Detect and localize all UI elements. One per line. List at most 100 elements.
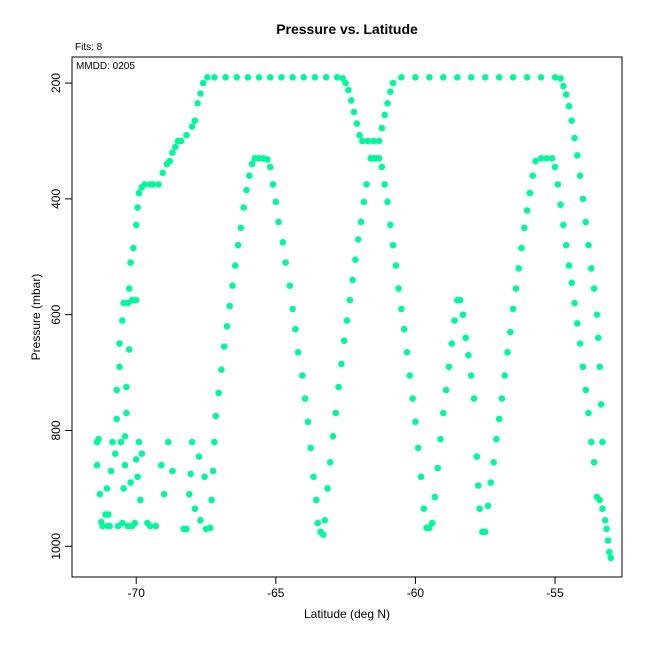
data-point — [123, 383, 130, 391]
data-point — [130, 244, 137, 252]
data-point — [375, 155, 383, 162]
data-point — [132, 456, 140, 463]
data-point — [590, 285, 598, 292]
data-point — [512, 285, 520, 292]
data-point — [278, 74, 285, 81]
data-point — [409, 395, 416, 402]
data-point — [481, 528, 489, 536]
data-point — [392, 262, 400, 269]
data-point — [560, 82, 567, 90]
data-point — [437, 435, 444, 443]
data-point — [607, 554, 615, 562]
data-point — [95, 435, 102, 443]
data-point — [116, 363, 123, 371]
data-point — [326, 459, 334, 466]
data-point — [289, 305, 296, 313]
data-point — [307, 444, 315, 452]
data-point — [209, 467, 217, 475]
data-point — [141, 181, 148, 188]
data-point — [476, 505, 483, 512]
data-point — [272, 198, 280, 206]
data-point — [199, 79, 207, 87]
data-point — [333, 74, 341, 81]
data-point — [585, 241, 592, 249]
data-point — [158, 461, 165, 469]
y-tick-label: 800 — [49, 420, 63, 440]
data-point — [442, 386, 450, 394]
data-point — [187, 470, 194, 478]
data-point — [451, 317, 458, 324]
data-point — [593, 311, 601, 319]
plot-frame — [71, 56, 623, 578]
data-point — [428, 519, 436, 527]
data-point — [582, 218, 589, 226]
data-point — [557, 201, 564, 208]
data-point — [364, 137, 372, 145]
data-point — [588, 438, 595, 446]
data-point — [237, 224, 245, 232]
data-point — [121, 433, 129, 440]
data-point — [120, 485, 127, 492]
data-point — [314, 519, 322, 527]
data-point — [123, 409, 130, 417]
data-point — [470, 395, 478, 402]
data-point — [599, 438, 606, 446]
data-point — [378, 163, 386, 171]
x-tick-label: -65 — [267, 586, 285, 600]
data-point — [353, 120, 361, 127]
data-point — [172, 143, 179, 151]
data-point — [240, 204, 247, 211]
data-point — [324, 485, 331, 492]
data-point — [487, 479, 495, 486]
data-point — [571, 134, 578, 142]
chart-subtitle: Fits: 8 — [75, 42, 103, 53]
data-point — [169, 467, 176, 475]
data-point — [218, 366, 225, 374]
data-point — [568, 117, 575, 124]
data-point — [282, 259, 289, 266]
data-point — [426, 74, 433, 81]
data-point — [359, 137, 366, 145]
data-point — [406, 372, 414, 379]
data-point — [551, 74, 559, 81]
data-point — [363, 181, 370, 188]
data-point — [370, 137, 377, 145]
data-point — [384, 100, 391, 107]
data-point — [131, 519, 139, 527]
data-point — [127, 259, 134, 266]
data-point — [400, 325, 408, 333]
data-point — [473, 453, 481, 460]
data-point — [155, 181, 162, 188]
data-point — [389, 79, 397, 87]
data-point — [197, 517, 204, 524]
data-point — [465, 351, 472, 359]
data-point — [183, 525, 190, 533]
data-point — [509, 74, 517, 81]
data-point — [565, 102, 573, 110]
data-point — [557, 75, 564, 82]
data-point — [518, 244, 525, 252]
data-point — [138, 450, 146, 458]
data-point — [109, 438, 116, 446]
data-point — [414, 444, 422, 452]
data-point — [562, 91, 570, 98]
data-point — [354, 236, 362, 243]
data-point — [332, 409, 340, 417]
y-tick-label: 400 — [49, 189, 63, 209]
data-point — [495, 415, 503, 423]
data-point — [310, 473, 317, 481]
data-point — [103, 485, 111, 492]
data-point — [248, 160, 256, 168]
data-point — [590, 459, 598, 466]
data-point — [215, 389, 222, 397]
data-point — [134, 204, 141, 211]
data-point — [206, 524, 214, 532]
data-point — [191, 117, 199, 124]
data-point — [149, 181, 157, 188]
data-point — [119, 317, 126, 324]
data-point — [350, 108, 358, 116]
data-point — [99, 522, 106, 530]
data-point — [223, 323, 231, 330]
data-point — [462, 334, 470, 342]
